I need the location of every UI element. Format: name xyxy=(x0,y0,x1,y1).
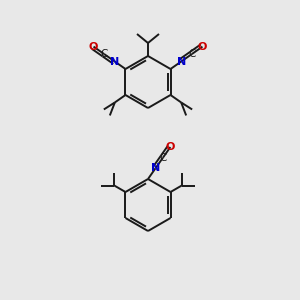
Text: N: N xyxy=(110,56,119,67)
Text: N: N xyxy=(151,164,160,173)
Text: O: O xyxy=(198,42,207,52)
Text: C: C xyxy=(188,49,196,59)
Text: C: C xyxy=(159,153,167,163)
Text: O: O xyxy=(89,42,98,52)
Text: O: O xyxy=(166,142,175,152)
Text: N: N xyxy=(176,56,186,67)
Text: C: C xyxy=(100,49,108,59)
